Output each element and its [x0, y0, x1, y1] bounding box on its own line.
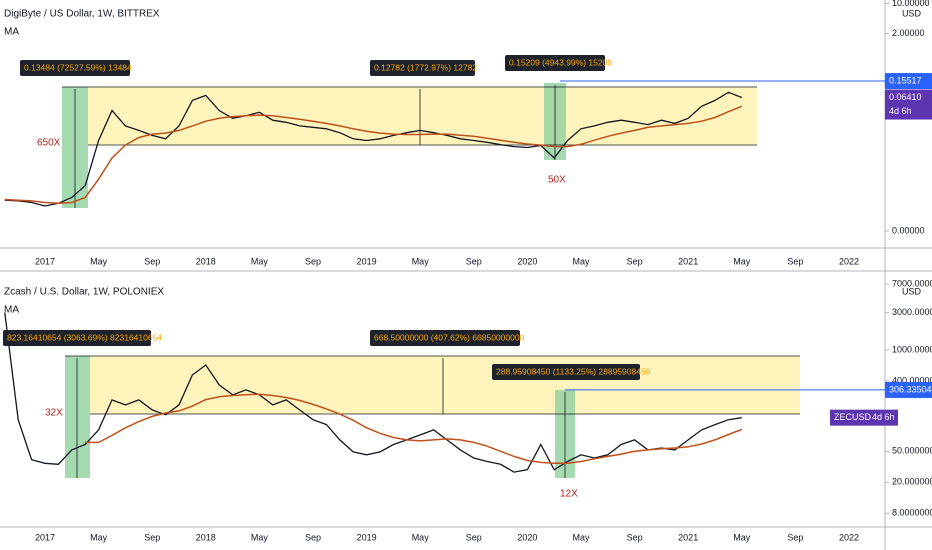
- x-tick-label: May: [733, 532, 751, 542]
- y-tick-label: 20.00000000: [892, 477, 932, 487]
- y-tick-label: 50.00000000: [892, 446, 932, 456]
- currency-label: USD: [902, 8, 922, 18]
- price-tag: [885, 381, 932, 398]
- indicator-label: MA: [4, 27, 19, 38]
- x-tick-label: 2021: [678, 532, 698, 542]
- y-tick-label: 400.00000000: [892, 375, 932, 385]
- last-tag: [885, 89, 932, 120]
- currency-label: USD: [902, 286, 922, 296]
- x-tick-label: 2018: [196, 256, 216, 266]
- x-tick-label: May: [90, 532, 108, 542]
- chart-title: Zcash / U.S. Dollar, 1W, POLONIEX: [4, 287, 164, 298]
- x-tick-label: 2022: [839, 256, 859, 266]
- y-tick-label: 8.00000000: [892, 508, 932, 518]
- annotation-box: [370, 330, 520, 346]
- price-line: [4, 91, 743, 207]
- x-tick-label: 2018: [196, 532, 216, 542]
- x-tick-label: 2020: [517, 532, 537, 542]
- last-tag-label: 0.06410: [889, 92, 922, 102]
- annotation-box: [370, 60, 475, 76]
- chart-title: DigiByte / US Dollar, 1W, BITTREX: [4, 9, 160, 20]
- x-tick-label: 2022: [839, 532, 859, 542]
- annotation-box: [492, 364, 640, 380]
- x-tick-label: Sep: [787, 256, 803, 266]
- annotation-box: [3, 330, 151, 346]
- annotation: 288.95908450 (1133.25%) 28895908450: [496, 366, 651, 376]
- x-tick-label: May: [572, 256, 590, 266]
- annotation: 0.12782 (1772.97%) 12782: [374, 62, 477, 72]
- price-line: [4, 312, 742, 473]
- x-tick-label: 2019: [357, 532, 377, 542]
- x-tick-label: Sep: [466, 532, 482, 542]
- x-tick-label: Sep: [466, 256, 482, 266]
- y-tick-label: 2.00000: [892, 28, 925, 38]
- x-tick-label: May: [251, 532, 269, 542]
- x-tick-label: Sep: [787, 532, 803, 542]
- x-tick-label: 2020: [517, 256, 537, 266]
- annotation: 668.50000000 (407.62%) 66850000000: [374, 332, 525, 342]
- x-tick-label: May: [572, 532, 590, 542]
- annotation: 0.13484 (72527.59%) 13484: [24, 62, 132, 72]
- last-tag-label: ZECUSD: [834, 412, 872, 422]
- x-tick-label: Sep: [305, 532, 321, 542]
- x-tick-label: 2021: [678, 256, 698, 266]
- annotation: 650X: [37, 138, 61, 149]
- annotation: 12X: [560, 489, 578, 500]
- range-box: [88, 87, 757, 145]
- y-tick-label: 7000.00000000: [892, 278, 932, 288]
- annotation: 823.16410654 (3063.69%) 82316410654: [7, 332, 162, 342]
- x-tick-label: May: [412, 256, 430, 266]
- x-tick-label: Sep: [144, 256, 160, 266]
- countdown: 4d 6h: [872, 412, 895, 422]
- x-tick-label: 2017: [35, 532, 55, 542]
- last-tag: [830, 409, 898, 426]
- countdown: 4d 6h: [889, 106, 912, 116]
- range-box: [90, 356, 800, 414]
- x-tick-label: Sep: [627, 256, 643, 266]
- indicator-label: MA: [4, 305, 19, 316]
- annotation: 0.15209 (4943.99%) 15209: [509, 57, 612, 67]
- x-tick-label: Sep: [144, 532, 160, 542]
- price-tag-label: 306.33504182: [889, 384, 932, 394]
- y-tick-label: 10.00000: [892, 0, 930, 8]
- x-tick-label: May: [412, 532, 430, 542]
- x-tick-label: May: [733, 256, 751, 266]
- annotation-box: [505, 55, 605, 71]
- annotation: 32X: [45, 408, 63, 419]
- gain-box: [65, 356, 90, 478]
- annotation-box: [20, 60, 130, 76]
- price-tag-label: 0.15517: [889, 75, 922, 85]
- x-tick-label: Sep: [305, 256, 321, 266]
- x-tick-label: Sep: [627, 532, 643, 542]
- x-tick-label: May: [251, 256, 269, 266]
- y-tick-label: 0.00000: [892, 225, 925, 235]
- annotation: 50X: [548, 175, 566, 186]
- y-tick-label: 1000.00000000: [892, 344, 932, 354]
- x-tick-label: 2017: [35, 256, 55, 266]
- price-tag: [885, 73, 932, 90]
- x-tick-label: 2019: [357, 256, 377, 266]
- y-tick-label: 3000.00000000: [892, 307, 932, 317]
- x-tick-label: May: [90, 256, 108, 266]
- price-line: [85, 393, 743, 465]
- price-line: [4, 105, 743, 205]
